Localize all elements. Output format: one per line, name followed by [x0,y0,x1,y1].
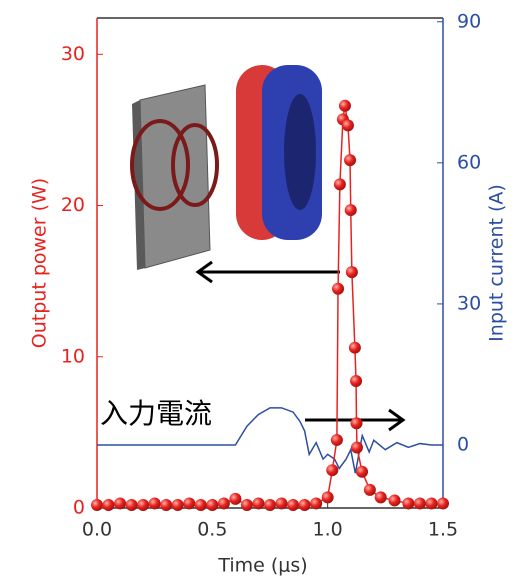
y-tick-label: 10 [61,345,85,367]
y2-tick-label: 90 [457,10,481,32]
data-point [103,499,115,511]
arrows [198,262,403,430]
data-point [91,499,103,511]
chart: 入力電流 Time (μs) Output power (W) Input cu… [0,0,526,579]
y-axis-label: Output power (W) [29,178,51,348]
data-point [350,375,362,387]
data-point [241,499,253,511]
inset-illustration [132,65,322,270]
data-point [326,464,338,476]
data-point [218,497,230,509]
data-point [206,499,218,511]
y2-tick-label: 60 [457,151,481,173]
data-point [160,499,172,511]
data-point [114,497,126,509]
data-point [389,494,401,506]
x-tick-label: 1.0 [313,519,343,541]
data-point [351,442,363,454]
data-point [334,178,346,190]
data-point [287,499,299,511]
x-tick-label: 1.5 [428,519,458,541]
data-point [229,493,241,505]
data-point [172,499,184,511]
y2-tick-label: 30 [457,292,481,314]
y-tick-label: 20 [61,194,85,216]
data-point [364,484,376,496]
y2-tick-label: 0 [457,433,469,455]
data-point [351,417,363,429]
data-point [345,204,357,216]
y2-axis-label: Input current (A) [486,184,508,342]
data-point [149,497,161,509]
data-point [346,266,358,278]
y-tick-label: 0 [73,497,85,519]
data-point [310,497,322,509]
data-point [299,499,311,511]
data-point [264,499,276,511]
data-point [252,497,264,509]
data-point [375,491,387,503]
data-point [437,497,449,509]
data-point [137,499,149,511]
x-tick-label: 0.5 [197,519,227,541]
data-point [183,497,195,509]
data-point [342,119,354,131]
data-point [126,499,138,511]
data-point [349,342,361,354]
data-point [339,100,351,112]
data-point [425,497,437,509]
x-axis-label: Time (μs) [217,555,307,577]
data-point [402,497,414,509]
annotation: 入力電流 [100,397,212,430]
data-point [414,497,426,509]
data-point [356,466,368,478]
x-tick-label: 0.0 [82,519,112,541]
data-point [332,283,344,295]
data-point [195,499,207,511]
data-point [322,491,334,503]
y-tick-label: 30 [61,43,85,65]
data-point [344,154,356,166]
data-point [276,497,288,509]
data-point [331,434,343,446]
